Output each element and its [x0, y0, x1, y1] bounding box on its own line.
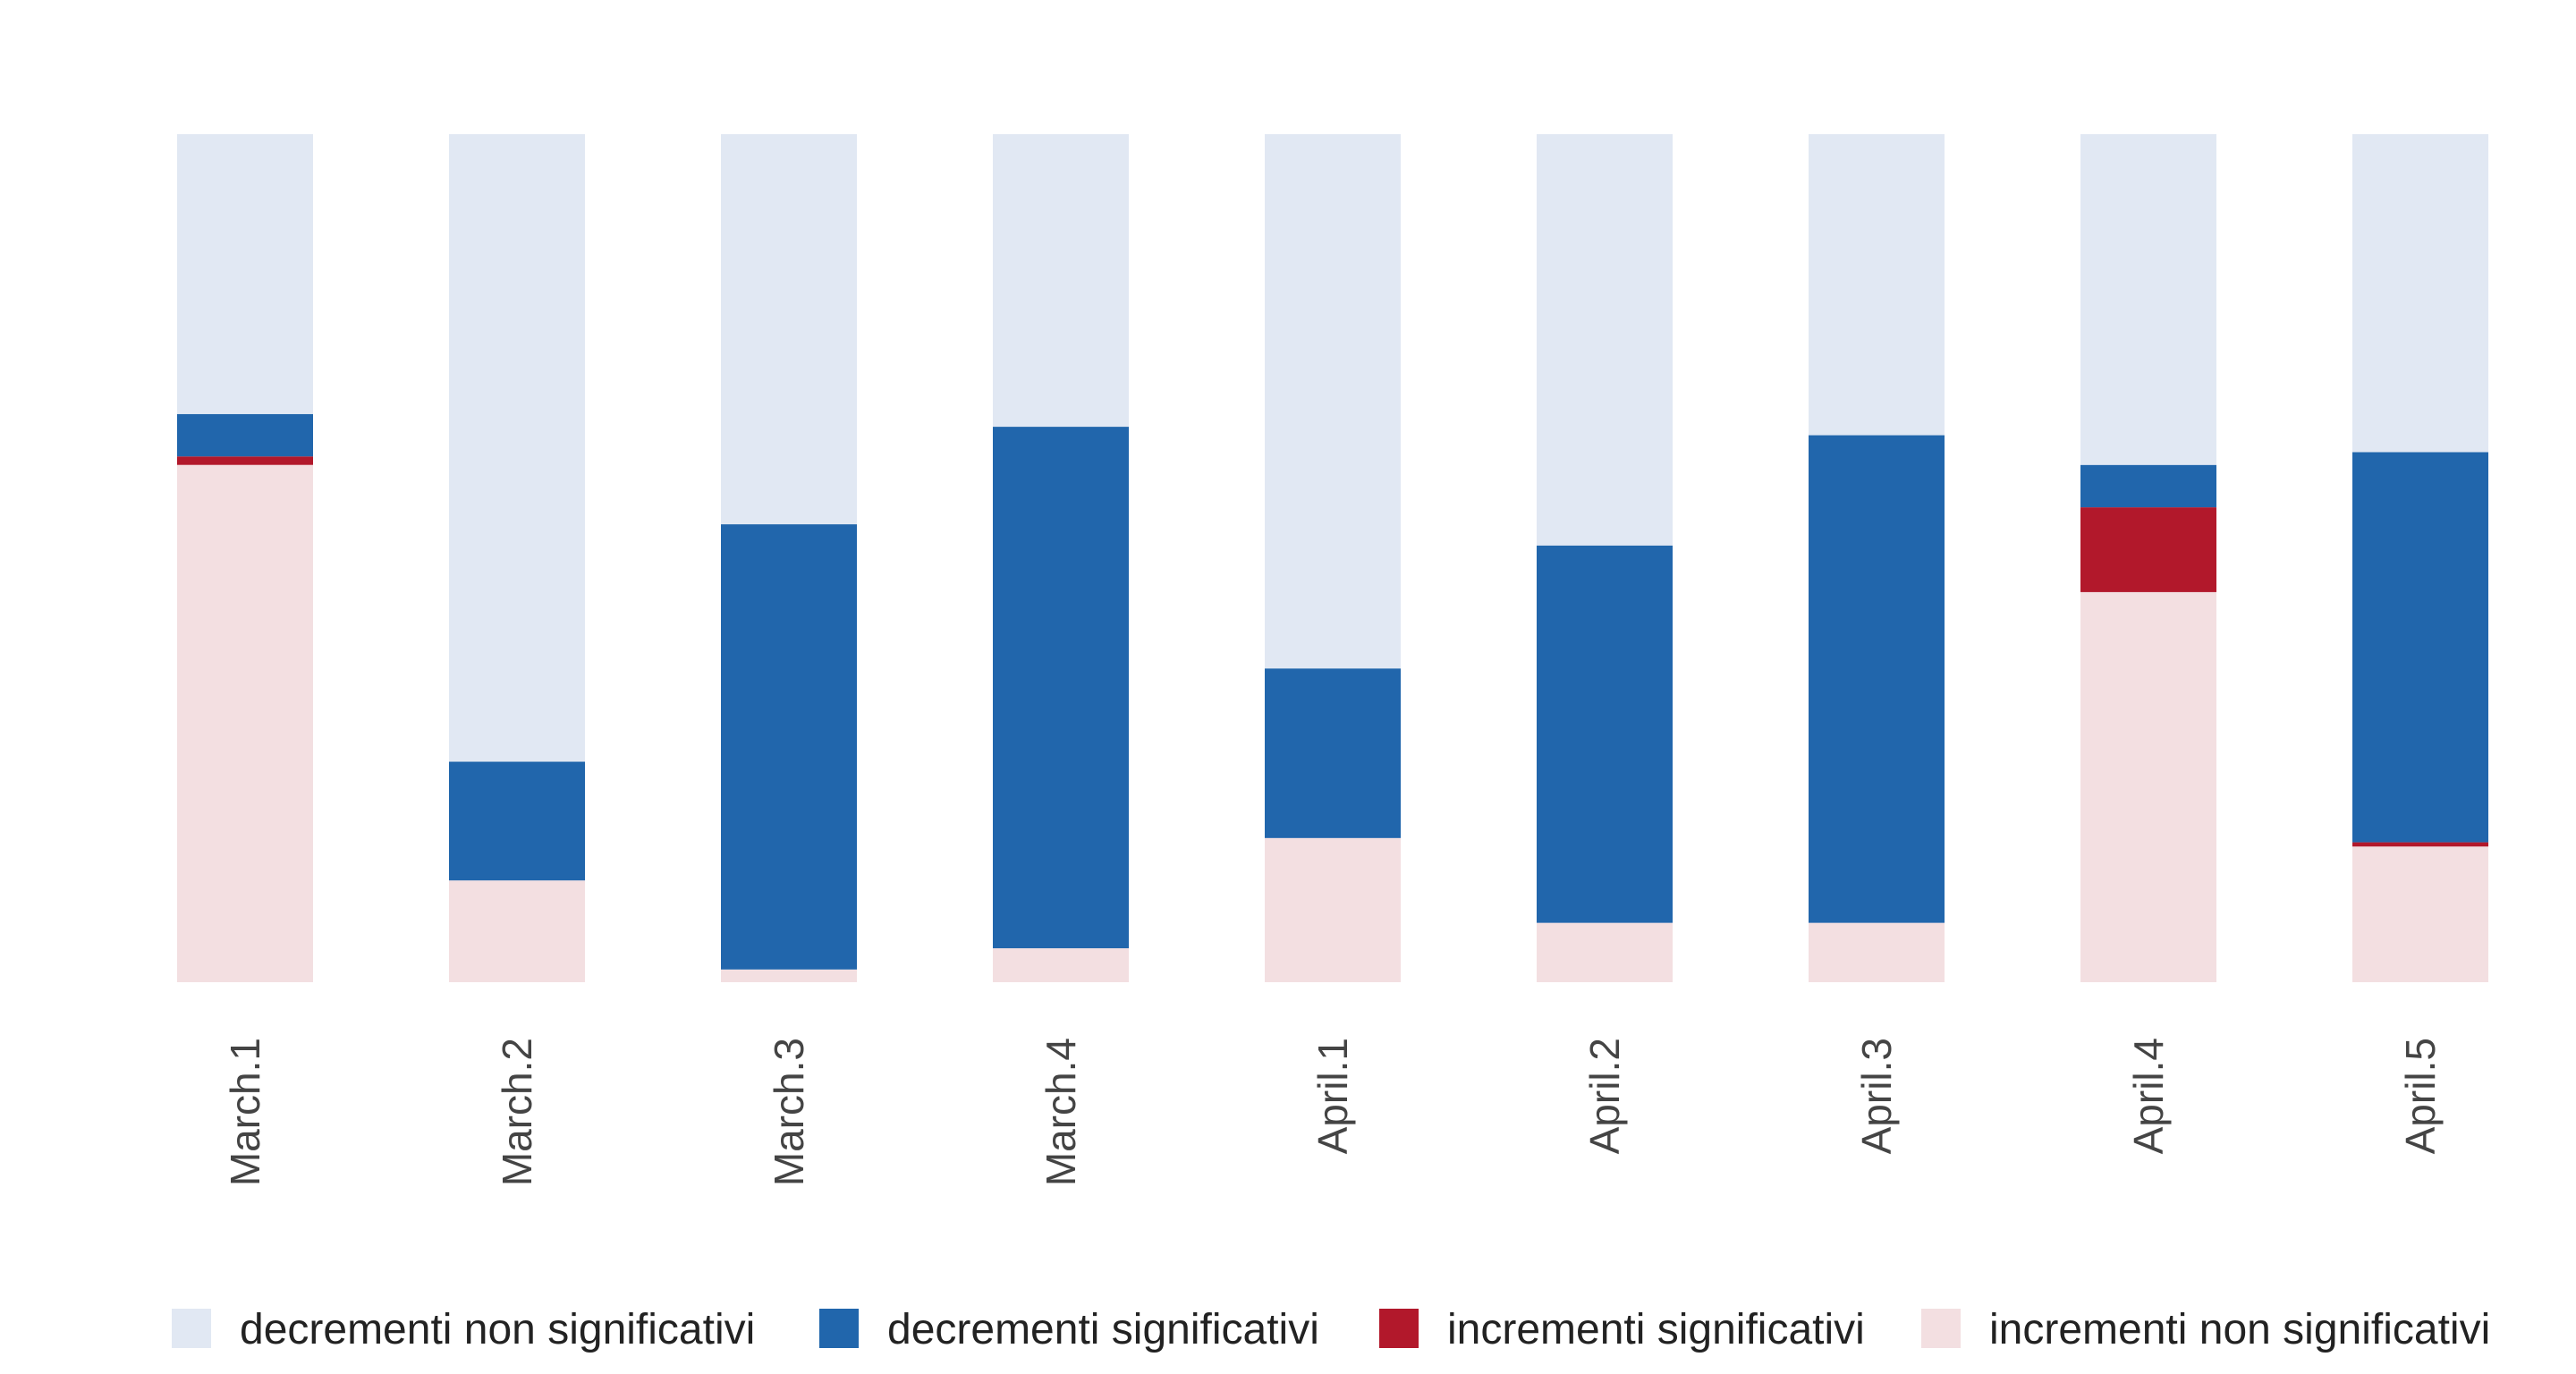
legend-label: incrementi non significativi [1989, 1306, 2490, 1353]
legend-label: decrementi non significativi [240, 1306, 755, 1353]
bar-segment-april-3-s3 [1809, 134, 1945, 436]
x-tick-label: April.5 [2397, 1038, 2444, 1154]
bar-segment-april-5-s1 [2352, 842, 2488, 847]
bar-segment-april-4-s1 [2080, 507, 2216, 592]
bar-segment-april-1-s2 [1265, 668, 1401, 838]
x-tick-label: April.1 [1309, 1038, 1356, 1154]
bar-segment-april-2-s3 [1537, 134, 1673, 546]
legend-swatch [819, 1309, 859, 1348]
bar-segment-april-2-s2 [1537, 545, 1673, 923]
legend-swatch [1379, 1309, 1419, 1348]
bar-segment-april-5-s3 [2352, 134, 2488, 453]
bar-segment-april-1-s0 [1265, 837, 1401, 982]
x-tick-label: March.1 [222, 1038, 268, 1186]
bar-segment-april-1-s3 [1265, 134, 1401, 669]
bar-segment-april-4-s3 [2080, 134, 2216, 465]
x-tick-label: April.2 [1581, 1038, 1628, 1154]
bars-group [177, 134, 2488, 982]
x-tick-label: March.4 [1038, 1038, 1084, 1186]
bar-segment-april-5-s2 [2352, 452, 2488, 843]
bar-segment-march-2-s2 [449, 761, 585, 881]
bar-segment-march-1-s0 [177, 464, 313, 982]
bar-segment-april-3-s2 [1809, 435, 1945, 923]
bar-segment-april-2-s0 [1537, 922, 1673, 982]
legend-label: decrementi significativi [887, 1306, 1319, 1353]
bar-segment-march-4-s3 [993, 134, 1129, 428]
legend-swatch [1921, 1309, 1961, 1348]
bar-segment-april-4-s0 [2080, 591, 2216, 982]
legend-swatch [172, 1309, 211, 1348]
legend-label: incrementi significativi [1447, 1306, 1865, 1353]
bar-segment-march-3-s0 [721, 969, 857, 982]
x-tick-label: April.3 [1853, 1038, 1900, 1154]
x-tick-label: March.2 [494, 1038, 540, 1186]
bar-segment-march-2-s0 [449, 880, 585, 982]
x-tick-label: March.3 [766, 1038, 812, 1186]
bar-segment-april-5-s0 [2352, 846, 2488, 982]
bar-segment-march-1-s3 [177, 134, 313, 414]
bar-segment-march-4-s2 [993, 427, 1129, 949]
legend: decrementi non significativi decrementi s… [172, 1306, 2490, 1353]
bar-segment-march-3-s2 [721, 524, 857, 970]
bar-segment-march-2-s3 [449, 134, 585, 762]
bar-segment-march-3-s3 [721, 134, 857, 525]
x-tick-labels: March.1 March.2 March.3 March.4 April.1 April… [222, 1038, 2444, 1186]
bar-segment-march-1-s2 [177, 413, 313, 457]
x-tick-label: April.4 [2125, 1038, 2172, 1154]
bar-segment-march-4-s0 [993, 948, 1129, 982]
bar-segment-april-3-s0 [1809, 922, 1945, 982]
bar-segment-april-4-s2 [2080, 464, 2216, 508]
bar-segment-march-1-s1 [177, 456, 313, 465]
